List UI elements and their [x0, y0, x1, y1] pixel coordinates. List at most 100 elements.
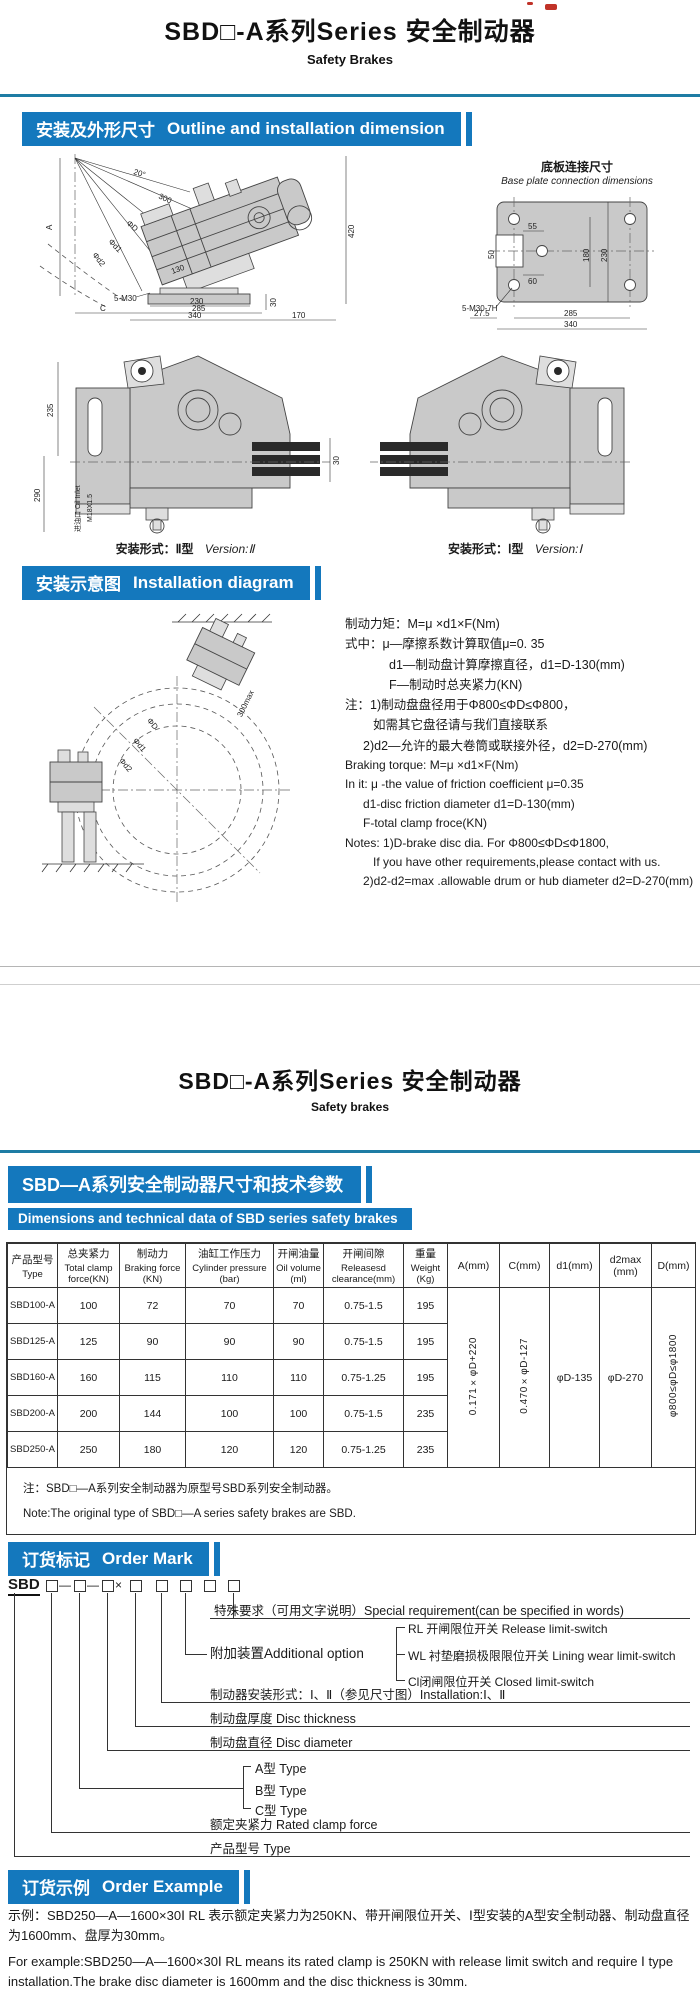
- connector-line: [79, 1788, 243, 1789]
- col-header-type: 产品型号 Type: [7, 1243, 58, 1288]
- label-closed-switch: Cl闭闸限位开关 Closed limit-switch: [408, 1675, 595, 1689]
- label-underline: [107, 1750, 690, 1751]
- cell: 110: [273, 1359, 324, 1396]
- side-dim-235: 235: [46, 403, 55, 417]
- order-dash: —: [59, 1578, 71, 1592]
- label-additional-option: 附加装置Additional option: [210, 1646, 364, 1661]
- install-dim-phid2: Φd2: [117, 756, 134, 774]
- label-underline: [210, 1618, 690, 1619]
- side-view-version2-drawing: 235 290 进油口 Oil Inlet M18X1.5 30: [33, 355, 341, 534]
- label-disc-diameter: 制动盘直径 Disc diameter: [210, 1736, 353, 1750]
- cell: 195: [403, 1359, 448, 1396]
- formula-line: Braking torque: M=μ ×d1×F(Nm): [345, 757, 519, 772]
- label-disc-thickness: 制动盘厚度 Disc thickness: [210, 1712, 356, 1726]
- label-underline: [51, 1832, 690, 1833]
- formula-line: 2)d2—允许的最大卷筒或联接外径，d2=D-270(mm): [363, 738, 648, 753]
- plate-dim-bolt: 5-M30-7H: [462, 304, 498, 313]
- caption-version1: 安装形式：Ⅰ型 Version:Ⅰ: [360, 540, 670, 557]
- dim-130: 130: [170, 263, 186, 276]
- section-order-mark-header: 订货标记 Order Mark: [8, 1542, 220, 1576]
- cell-D-range: φ800≤φD≤φ1800: [651, 1287, 696, 1468]
- connector-line: [107, 1593, 108, 1750]
- connector-line: [135, 1593, 136, 1726]
- formula-line: d1-disc friction diameter d1=D-130(mm): [363, 796, 575, 811]
- formula-line: F-total clamp froce(KN): [363, 816, 488, 831]
- plate-dim-27-5: 27.5: [474, 309, 490, 318]
- label-underline: [161, 1702, 690, 1703]
- top-brake-unit: [186, 617, 256, 691]
- base-plate-block: 底板连接尺寸 Base plate connection dimensions …: [462, 158, 692, 342]
- installation-diagram: Φd2 Φd1 ΦD 300max: [41, 613, 290, 902]
- caption-version2: 安装形式：Ⅱ型 Version:Ⅱ: [30, 540, 340, 557]
- table-notes: 注：SBD□—A系列安全制动器为原型号SBD系列安全制动器。 Note:The …: [7, 1468, 695, 1534]
- label-type-c: C型 Type: [255, 1804, 308, 1818]
- section-title-cn: 安装示意图: [36, 575, 121, 594]
- formula-line: d1—制动盘计算摩擦直径，d1=D-130(mm): [389, 657, 625, 672]
- cell: 90: [185, 1323, 274, 1360]
- cell: 0.75-1.25: [323, 1359, 404, 1396]
- col-header-clamp: 总夹紧力 Total clamp force(KN): [57, 1243, 120, 1288]
- cell-model: SBD200-A: [7, 1395, 58, 1432]
- header-stripe: [366, 1166, 373, 1203]
- bracket-tick: [396, 1680, 405, 1681]
- dim-420: 420: [347, 224, 356, 238]
- col-header-oil: 开闸油量 Oil volume (ml): [273, 1243, 324, 1288]
- dim-5-M30: 5-M30: [114, 294, 137, 303]
- connector-line: [161, 1593, 162, 1702]
- table-row: SBD125-A 125 90 90 90 0.75-1.5 195: [7, 1323, 696, 1360]
- order-box-additional2: [204, 1580, 216, 1592]
- section-title-en: Order Example: [102, 1876, 223, 1896]
- cell: 115: [119, 1359, 186, 1396]
- order-box-clamp: [46, 1580, 58, 1592]
- installation-notes: 制动力矩：M=μ ×d1×F(Nm) 式中：μ—摩擦系数计算取值μ=0. 35 …: [345, 614, 695, 892]
- bracket-tick: [243, 1766, 251, 1767]
- cell: 0.75-1.25: [323, 1431, 404, 1468]
- section-title-en: Order Mark: [102, 1548, 193, 1568]
- cell-model: SBD250-A: [7, 1431, 58, 1468]
- install-dim-phid1: Φd1: [131, 736, 148, 754]
- section-title-en: Dimensions and technical data of SBD ser…: [18, 1211, 398, 1226]
- cell-d2max-formula: φD-270: [599, 1287, 652, 1468]
- cell: 195: [403, 1287, 448, 1324]
- dim-phiD: ΦD: [125, 219, 140, 234]
- page-separator: [0, 984, 700, 985]
- section-title-en: Outline and installation dimension: [167, 118, 445, 138]
- section-install-header: 安装示意图 Installation diagram: [22, 566, 321, 600]
- section-title-cn: 安装及外形尺寸: [36, 121, 155, 140]
- formula-line: 制动力矩：M=μ ×d1×F(Nm): [345, 617, 500, 631]
- plate-dim-180: 180: [582, 248, 591, 262]
- title-rule: [0, 94, 700, 97]
- col-header-weight: 重量 Weight (Kg): [403, 1243, 448, 1288]
- section-title-cn: SBD—A系列安全制动器尺寸和技术参数: [22, 1175, 344, 1195]
- header-stripe: [243, 1870, 250, 1904]
- spec-table: 产品型号 Type 总夹紧力 Total clamp force(KN) 制动力 Br…: [7, 1243, 696, 1468]
- section-title-cn: 订货示例: [22, 1879, 90, 1898]
- label-installation: 制动器安装形式：Ⅰ、Ⅱ（参见尺寸图）Installation:Ⅰ、Ⅱ: [210, 1688, 506, 1702]
- dim-C: C: [100, 304, 106, 313]
- section-params-header-en: Dimensions and technical data of SBD ser…: [8, 1208, 412, 1230]
- side-thread-label: M18X1.5: [87, 494, 94, 522]
- brake-side-body: [70, 355, 330, 534]
- label-underline: [135, 1726, 690, 1727]
- cell: 90: [273, 1323, 324, 1360]
- caption-version1-cn: 安装形式：Ⅰ型: [447, 542, 524, 556]
- table-row: SBD100-A 100 72 70 70 0.75-1.5 195 0.171…: [7, 1287, 696, 1468]
- order-times: ×: [115, 1578, 123, 1592]
- order-dash: —: [87, 1578, 99, 1592]
- side-dim-30: 30: [332, 456, 341, 465]
- cell: 120: [185, 1431, 274, 1468]
- page-title: SBD□-A系列Series 安全制动器: [164, 18, 536, 46]
- dim-340: 340: [188, 311, 202, 320]
- plate-dim-230: 230: [600, 248, 609, 262]
- dim-A: A: [45, 224, 54, 230]
- label-product-model: 产品型号 Type: [210, 1842, 291, 1856]
- table-note-en: Note:The original type of SBD□—A series …: [23, 1508, 356, 1520]
- side-oil-inlet-label: 进油口 Oil Inlet: [73, 485, 82, 532]
- formula-line: F—制动时总夹紧力(KN): [389, 677, 523, 692]
- formula-line: In it: μ -the value of friction coeffici…: [345, 777, 584, 792]
- red-mark: [545, 4, 557, 10]
- cell: 110: [185, 1359, 274, 1396]
- formula-line: 如需其它盘径请与我们直接联系: [373, 718, 549, 733]
- dim-30: 30: [269, 298, 278, 307]
